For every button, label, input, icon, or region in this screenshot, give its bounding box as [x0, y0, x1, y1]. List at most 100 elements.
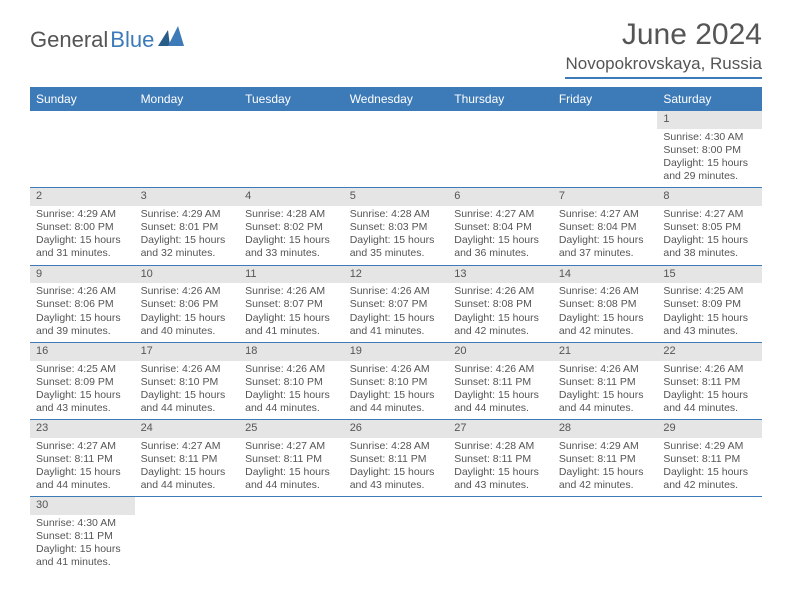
- daylight-line: Daylight: 15 hours and 42 minutes.: [663, 466, 756, 492]
- day-number: 22: [657, 343, 762, 361]
- day-details: Sunrise: 4:26 AMSunset: 8:11 PMDaylight:…: [553, 361, 658, 420]
- weekday-header: Monday: [135, 87, 240, 111]
- weekday-header: Tuesday: [239, 87, 344, 111]
- sunrise-line: Sunrise: 4:27 AM: [454, 208, 547, 221]
- weekday-header: Wednesday: [344, 87, 449, 111]
- sunset-line: Sunset: 8:06 PM: [141, 298, 234, 311]
- day-number: 11: [239, 266, 344, 284]
- calendar-cell: 25 Sunrise: 4:27 AMSunset: 8:11 PMDayligh…: [239, 420, 344, 497]
- calendar-cell: 24Sunrise: 4:27 AMSunset: 8:11 PMDayligh…: [135, 420, 240, 497]
- calendar-cell: 6Sunrise: 4:27 AMSunset: 8:04 PMDaylight…: [448, 188, 553, 265]
- calendar-cell: 27Sunrise: 4:28 AMSunset: 8:11 PMDayligh…: [448, 420, 553, 497]
- sunrise-line: Sunrise: 4:26 AM: [663, 363, 756, 376]
- daylight-line: Daylight: 15 hours and 43 minutes.: [663, 312, 756, 338]
- day-details: Sunrise: 4:28 AMSunset: 8:11 PMDaylight:…: [344, 438, 449, 497]
- day-details: Sunrise: 4:26 AMSunset: 8:07 PMDaylight:…: [344, 283, 449, 342]
- sunset-line: Sunset: 8:03 PM: [350, 221, 443, 234]
- daylight-line: Daylight: 15 hours and 35 minutes.: [350, 234, 443, 260]
- daylight-line: Daylight: 15 hours and 44 minutes.: [245, 466, 338, 492]
- calendar-cell: [553, 111, 658, 188]
- sunset-line: Sunset: 8:08 PM: [454, 298, 547, 311]
- calendar-cell: 1Sunrise: 4:30 AMSunset: 8:00 PMDaylight…: [657, 111, 762, 188]
- sunrise-line: Sunrise: 4:28 AM: [350, 440, 443, 453]
- daylight-line: Daylight: 15 hours and 42 minutes.: [559, 312, 652, 338]
- calendar-cell: 13Sunrise: 4:26 AMSunset: 8:08 PMDayligh…: [448, 265, 553, 342]
- sunset-line: Sunset: 8:11 PM: [245, 453, 338, 466]
- calendar-cell: 7Sunrise: 4:27 AMSunset: 8:04 PMDaylight…: [553, 188, 658, 265]
- sunrise-line: Sunrise: 4:25 AM: [663, 285, 756, 298]
- sunrise-line: Sunrise: 4:28 AM: [454, 440, 547, 453]
- calendar-table: SundayMondayTuesdayWednesdayThursdayFrid…: [30, 87, 762, 574]
- sunset-line: Sunset: 8:11 PM: [663, 376, 756, 389]
- calendar-cell: 15Sunrise: 4:25 AMSunset: 8:09 PMDayligh…: [657, 265, 762, 342]
- daylight-line: Daylight: 15 hours and 44 minutes.: [454, 389, 547, 415]
- sunrise-line: Sunrise: 4:26 AM: [454, 363, 547, 376]
- calendar-cell: 22Sunrise: 4:26 AMSunset: 8:11 PMDayligh…: [657, 342, 762, 419]
- day-number: 12: [344, 266, 449, 284]
- sunrise-line: Sunrise: 4:26 AM: [141, 285, 234, 298]
- calendar-cell: [448, 111, 553, 188]
- sunset-line: Sunset: 8:02 PM: [245, 221, 338, 234]
- logo-text-blue: Blue: [110, 27, 154, 53]
- calendar-cell: [30, 111, 135, 188]
- sunset-line: Sunset: 8:06 PM: [36, 298, 129, 311]
- day-details: Sunrise: 4:27 AMSunset: 8:11 PMDaylight:…: [30, 438, 135, 497]
- logo-mark-icon: [158, 26, 184, 46]
- daylight-line: Daylight: 15 hours and 43 minutes.: [454, 466, 547, 492]
- sunset-line: Sunset: 8:05 PM: [663, 221, 756, 234]
- sunset-line: Sunset: 8:00 PM: [663, 144, 756, 157]
- calendar-row: 16Sunrise: 4:25 AMSunset: 8:09 PMDayligh…: [30, 342, 762, 419]
- day-number: 25: [239, 420, 344, 438]
- calendar-row: 30Sunrise: 4:30 AMSunset: 8:11 PMDayligh…: [30, 497, 762, 574]
- day-details: Sunrise: 4:26 AMSunset: 8:08 PMDaylight:…: [553, 283, 658, 342]
- calendar-cell: [344, 497, 449, 574]
- daylight-line: Daylight: 15 hours and 31 minutes.: [36, 234, 129, 260]
- calendar-cell: [344, 111, 449, 188]
- calendar-cell: [239, 111, 344, 188]
- daylight-line: Daylight: 15 hours and 44 minutes.: [559, 389, 652, 415]
- day-details: Sunrise: 4:29 AMSunset: 8:11 PMDaylight:…: [657, 438, 762, 497]
- day-details: Sunrise: 4:26 AMSunset: 8:06 PMDaylight:…: [30, 283, 135, 342]
- day-number: 27: [448, 420, 553, 438]
- logo: GeneralBlue: [30, 26, 184, 54]
- sunrise-line: Sunrise: 4:29 AM: [141, 208, 234, 221]
- calendar-cell: [657, 497, 762, 574]
- day-details: Sunrise: 4:29 AMSunset: 8:01 PMDaylight:…: [135, 206, 240, 265]
- sunrise-line: Sunrise: 4:27 AM: [245, 440, 338, 453]
- daylight-line: Daylight: 15 hours and 42 minutes.: [559, 466, 652, 492]
- weekday-header: Saturday: [657, 87, 762, 111]
- sunset-line: Sunset: 8:11 PM: [559, 376, 652, 389]
- day-number: 15: [657, 266, 762, 284]
- header: GeneralBlue June 2024 Novopokrovskaya, R…: [30, 18, 762, 79]
- calendar-row: 2Sunrise: 4:29 AMSunset: 8:00 PMDaylight…: [30, 188, 762, 265]
- sunset-line: Sunset: 8:10 PM: [350, 376, 443, 389]
- sunrise-line: Sunrise: 4:29 AM: [36, 208, 129, 221]
- weekday-header: Sunday: [30, 87, 135, 111]
- sunset-line: Sunset: 8:11 PM: [559, 453, 652, 466]
- calendar-cell: 23Sunrise: 4:27 AMSunset: 8:11 PMDayligh…: [30, 420, 135, 497]
- sunrise-line: Sunrise: 4:29 AM: [663, 440, 756, 453]
- location-label: Novopokrovskaya, Russia: [565, 54, 762, 74]
- daylight-line: Daylight: 15 hours and 40 minutes.: [141, 312, 234, 338]
- calendar-cell: 3Sunrise: 4:29 AMSunset: 8:01 PMDaylight…: [135, 188, 240, 265]
- weekday-header: Thursday: [448, 87, 553, 111]
- sunrise-line: Sunrise: 4:26 AM: [36, 285, 129, 298]
- daylight-line: Daylight: 15 hours and 44 minutes.: [36, 466, 129, 492]
- daylight-line: Daylight: 15 hours and 44 minutes.: [141, 389, 234, 415]
- daylight-line: Daylight: 15 hours and 44 minutes.: [141, 466, 234, 492]
- daylight-line: Daylight: 15 hours and 43 minutes.: [36, 389, 129, 415]
- day-details: Sunrise: 4:26 AMSunset: 8:06 PMDaylight:…: [135, 283, 240, 342]
- day-number: 21: [553, 343, 658, 361]
- daylight-line: Daylight: 15 hours and 38 minutes.: [663, 234, 756, 260]
- sunset-line: Sunset: 8:09 PM: [663, 298, 756, 311]
- day-details: Sunrise: 4:30 AMSunset: 8:00 PMDaylight:…: [657, 129, 762, 188]
- daylight-line: Daylight: 15 hours and 43 minutes.: [350, 466, 443, 492]
- calendar-cell: [553, 497, 658, 574]
- day-number: 7: [553, 188, 658, 206]
- calendar-cell: 18Sunrise: 4:26 AMSunset: 8:10 PMDayligh…: [239, 342, 344, 419]
- day-number: 1: [657, 111, 762, 129]
- day-details: Sunrise: 4:26 AMSunset: 8:07 PMDaylight:…: [239, 283, 344, 342]
- daylight-line: Daylight: 15 hours and 39 minutes.: [36, 312, 129, 338]
- day-details: Sunrise: 4:25 AMSunset: 8:09 PMDaylight:…: [657, 283, 762, 342]
- sunset-line: Sunset: 8:10 PM: [245, 376, 338, 389]
